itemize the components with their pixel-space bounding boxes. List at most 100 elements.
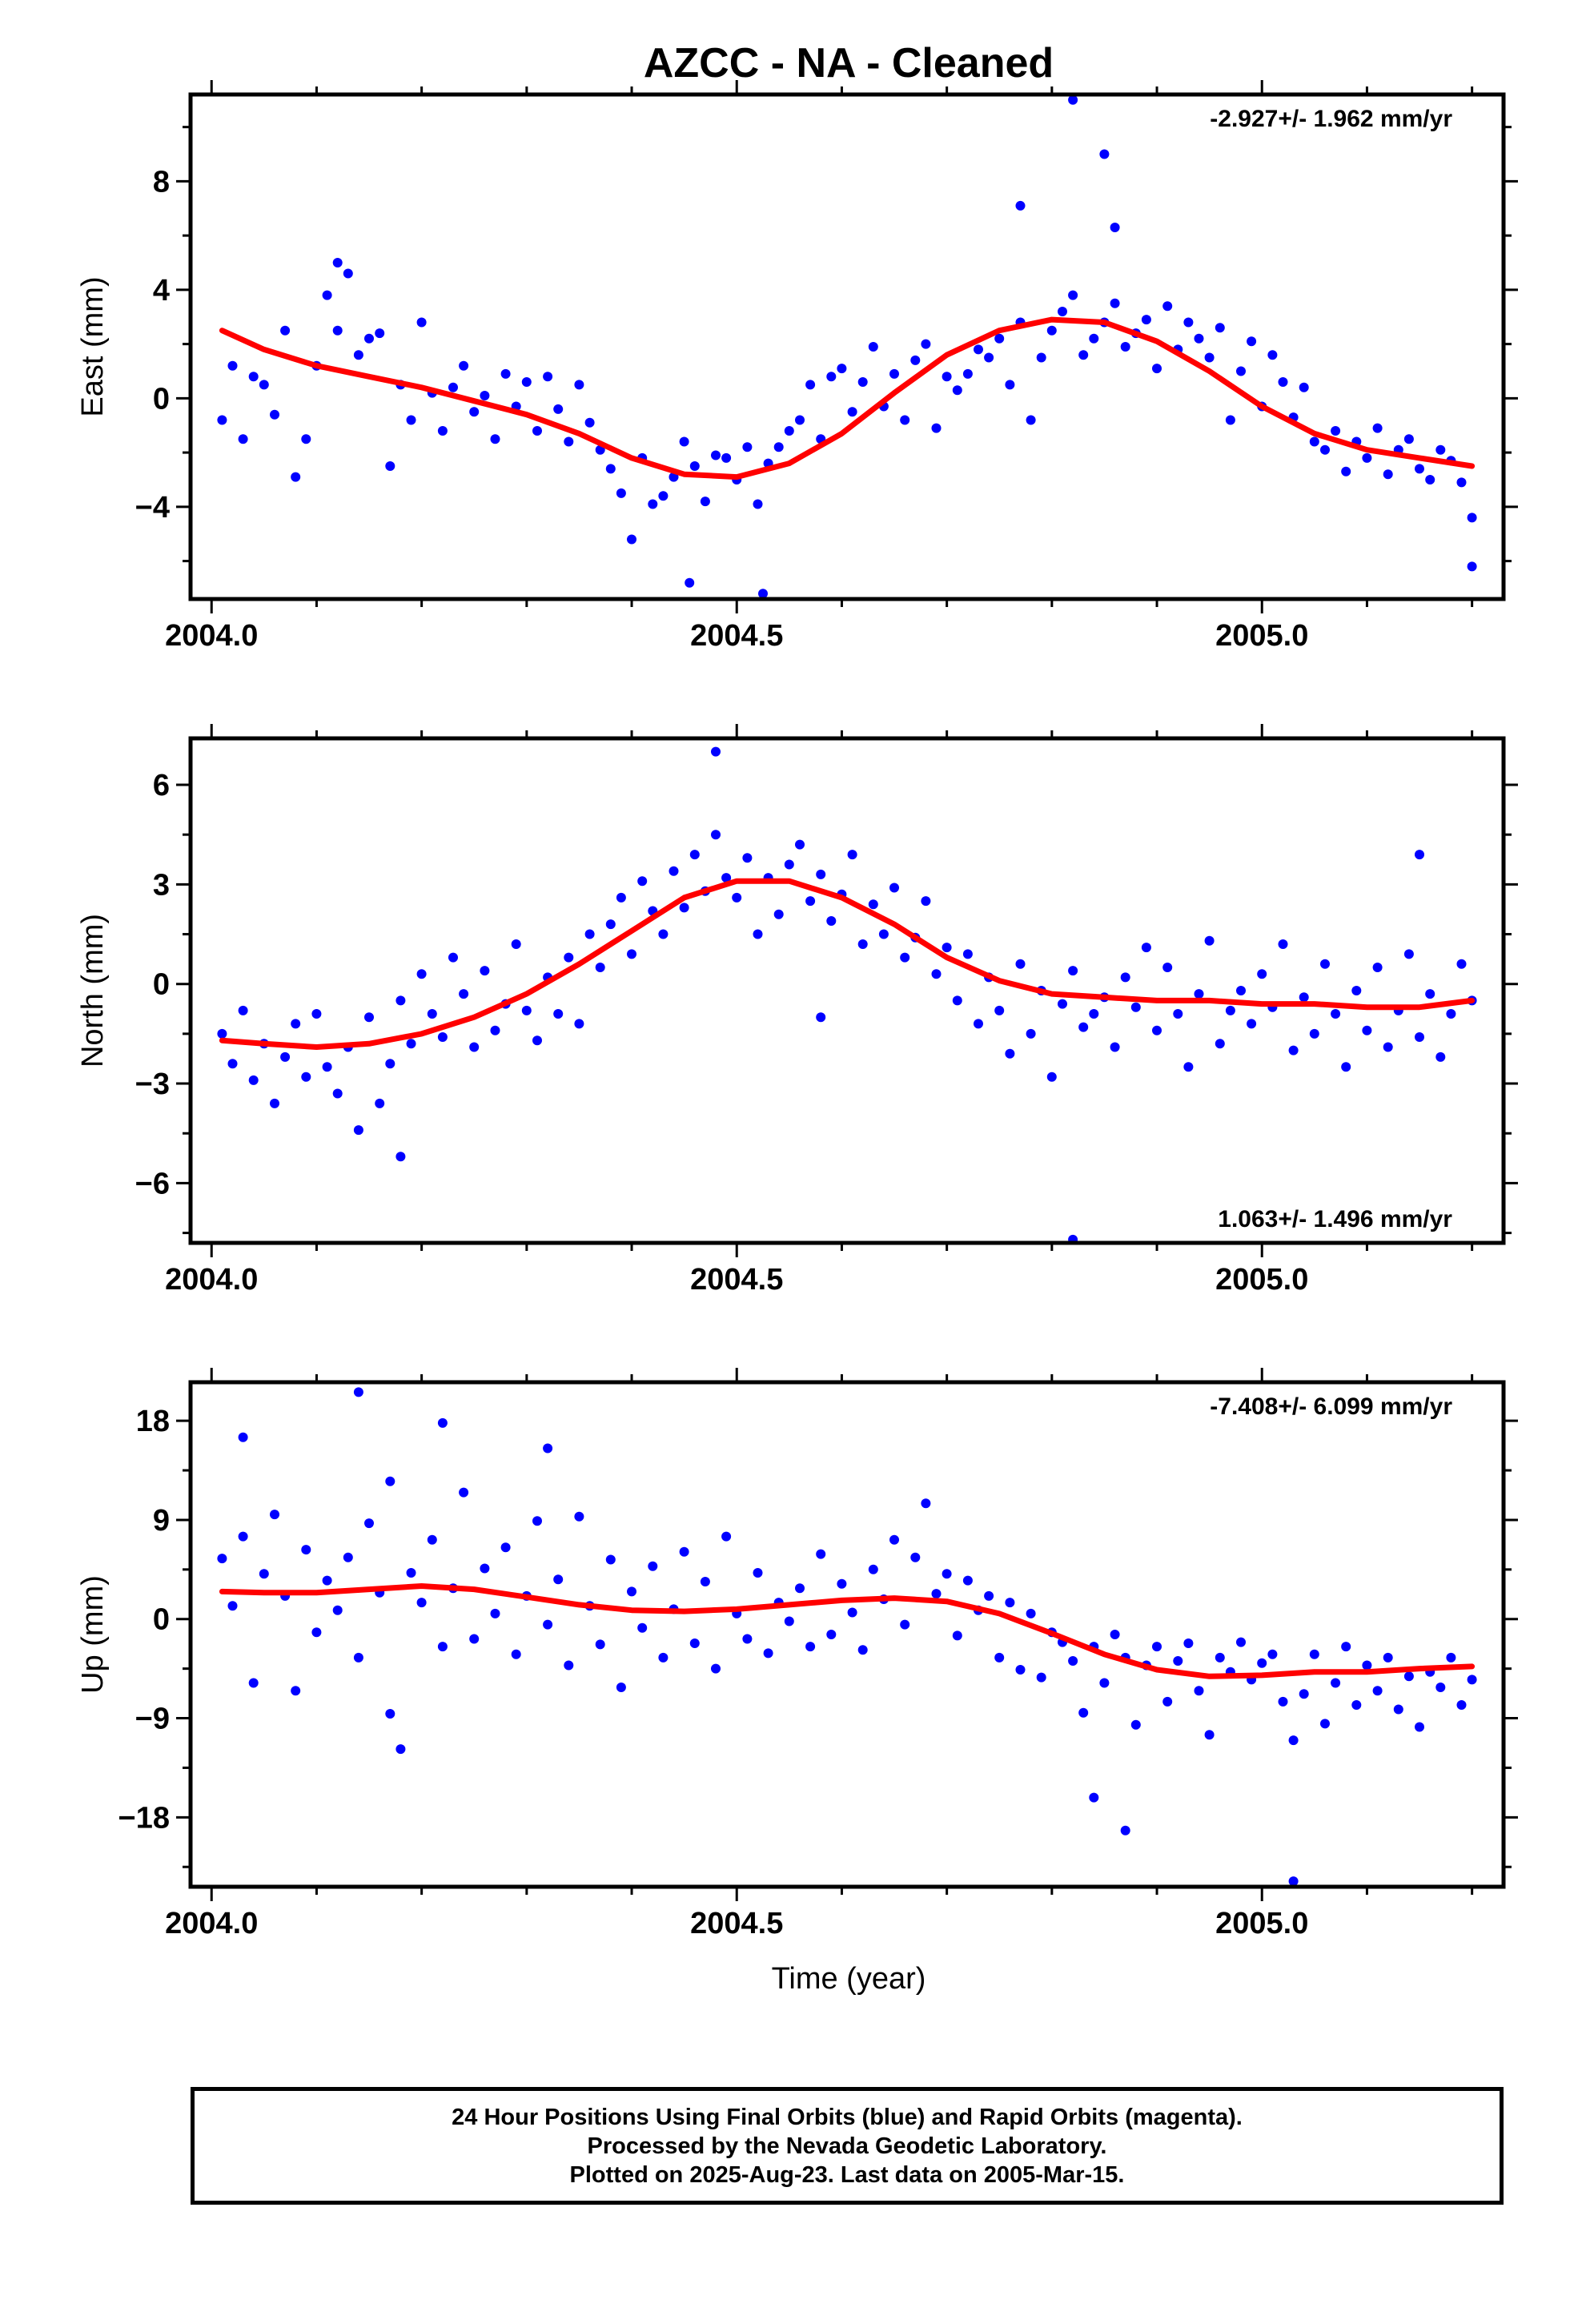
north-data-point: [1309, 1028, 1319, 1039]
east-data-point: [553, 404, 564, 414]
east-data-point: [921, 339, 931, 349]
up-data-point: [406, 1568, 416, 1578]
up-data-point: [416, 1598, 427, 1608]
north-data-point: [1204, 935, 1215, 946]
north-data-point: [1141, 943, 1151, 953]
up-data-point: [1362, 1660, 1372, 1671]
up-data-point: [1320, 1719, 1330, 1729]
east-data-point: [1341, 466, 1351, 476]
north-data-point: [322, 1062, 332, 1072]
east-frame: [188, 92, 1506, 601]
north-data-point: [1162, 963, 1173, 972]
east-data-point: [1141, 315, 1151, 325]
north-data: [217, 746, 1477, 1243]
up-ticks: [176, 1368, 1518, 1901]
up-data-point: [227, 1601, 238, 1611]
up-data-point: [847, 1607, 857, 1618]
north-data-point: [962, 949, 973, 959]
north-data-point: [521, 1005, 532, 1015]
north-data-point: [1130, 1002, 1141, 1012]
up-data-point: [1435, 1683, 1446, 1692]
up-data-point: [291, 1686, 301, 1696]
north-data-point: [490, 1025, 500, 1035]
north-data-point: [375, 1098, 385, 1108]
east-data-point: [543, 372, 553, 382]
east-data-point: [584, 417, 595, 428]
north-data-point: [311, 1009, 322, 1019]
up-data-point: [427, 1534, 437, 1545]
east-data-point: [616, 488, 626, 498]
east-data-point: [1036, 352, 1046, 363]
up-data-point: [238, 1531, 248, 1542]
up-data-point: [564, 1660, 574, 1671]
north-data-point: [658, 929, 669, 939]
north-data-point: [1236, 986, 1246, 995]
up-data-point: [616, 1683, 626, 1692]
east-data-point: [574, 380, 584, 390]
north-data-point: [1299, 992, 1309, 1003]
up-data-point: [627, 1586, 636, 1597]
up-data-point: [301, 1545, 311, 1555]
north-data-point: [332, 1088, 343, 1099]
up-data-point: [1152, 1642, 1162, 1652]
north-frame: [188, 736, 1506, 1245]
up-data-point: [910, 1552, 921, 1562]
east-data-point: [1110, 223, 1120, 232]
north-data-point: [669, 866, 679, 876]
north-data-point: [270, 1098, 279, 1108]
north-data-point: [1225, 1005, 1235, 1015]
north-data-point: [773, 909, 784, 919]
east-data-point: [1425, 475, 1435, 485]
north-data-point: [416, 969, 427, 979]
up-data-point: [332, 1605, 343, 1615]
east-data-point: [942, 372, 952, 382]
east-data-point: [1058, 307, 1067, 316]
up-x-tick-label: 2004.0: [165, 1907, 258, 1940]
up-data-point: [837, 1578, 847, 1589]
up-data-point: [742, 1634, 753, 1644]
east-data-point: [1110, 298, 1120, 308]
north-data-point: [448, 952, 458, 963]
east-y-axis-label: East (mm): [76, 276, 110, 416]
north-data-point: [784, 859, 794, 870]
east-data-point: [259, 380, 269, 390]
north-x-tick-label: 2004.0: [165, 1263, 258, 1297]
up-data-point: [469, 1634, 480, 1644]
east-data-point: [364, 333, 374, 344]
up-fit-curve: [219, 1583, 1476, 1679]
up-data-point: [1036, 1672, 1046, 1683]
east-data-point: [679, 436, 689, 447]
north-data-point: [584, 929, 595, 939]
up-data-point: [543, 1619, 553, 1630]
east-data: [217, 94, 1477, 599]
up-data-point: [437, 1417, 448, 1428]
east-data-point: [721, 452, 732, 463]
east-data-point: [490, 434, 500, 444]
east-data-point: [448, 382, 458, 392]
north-data-point: [816, 1012, 826, 1023]
up-frame: [188, 1380, 1506, 1889]
east-data-point: [1015, 200, 1026, 211]
north-data-point: [1015, 959, 1026, 969]
north-data-point: [1152, 1025, 1162, 1035]
east-x-tick-label: 2005.0: [1215, 619, 1308, 653]
north-data-point: [605, 919, 616, 930]
east-data-point: [1078, 350, 1089, 360]
north-y-tick-label: 0: [153, 968, 170, 1002]
east-data-point: [1467, 513, 1477, 523]
east-data-point: [1309, 436, 1319, 447]
east-rate-label: -2.927+/- 1.962 mm/yr: [1210, 106, 1452, 132]
east-data-point: [1383, 469, 1393, 480]
up-data-point: [805, 1642, 816, 1652]
north-data-point: [1026, 1028, 1036, 1039]
north-data-point: [732, 892, 742, 903]
up-data-point: [259, 1569, 269, 1579]
east-x-tick-label: 2004.5: [690, 619, 783, 653]
up-data-point: [490, 1608, 500, 1618]
north-data-point: [459, 989, 469, 999]
up-data-point: [658, 1652, 669, 1663]
footer-line-2: Processed by the Nevada Geodetic Laborat…: [587, 2133, 1107, 2159]
north-y-tick-label: −3: [135, 1068, 170, 1101]
east-data-point: [685, 577, 695, 588]
north-data-point: [1247, 1019, 1257, 1029]
